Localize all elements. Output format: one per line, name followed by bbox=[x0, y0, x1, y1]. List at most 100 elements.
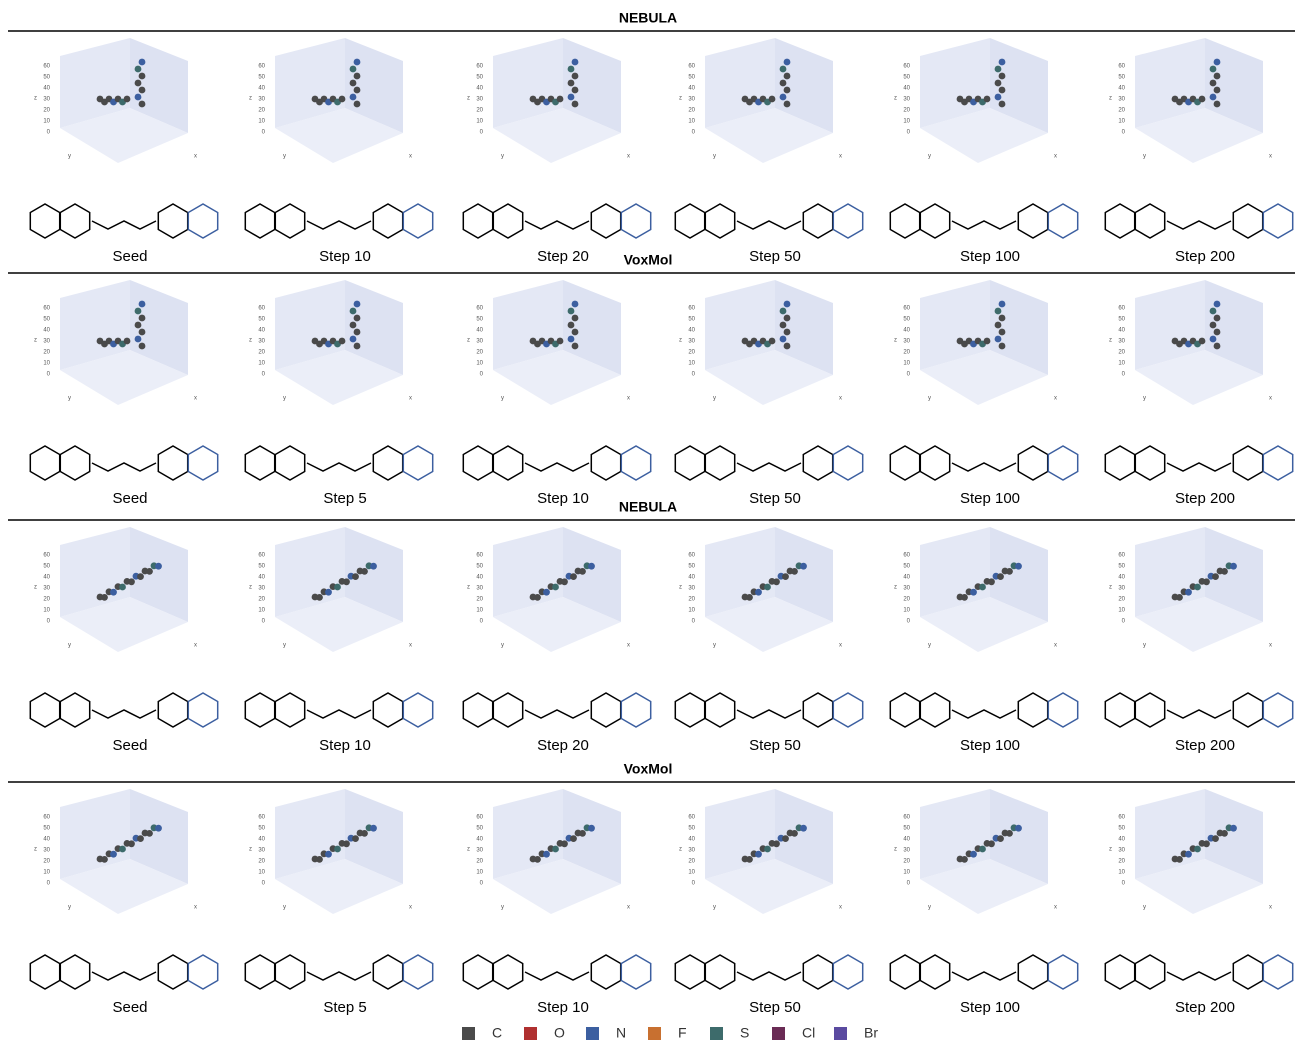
3d-plot: 6050403020100zyx bbox=[894, 280, 1057, 405]
step-label: Step 200 bbox=[1175, 737, 1235, 754]
legend-swatch bbox=[462, 1027, 475, 1040]
z-tick-label: 0 bbox=[1122, 372, 1126, 378]
3d-plot: 6050403020100zyx bbox=[679, 38, 842, 163]
atom-dot bbox=[1185, 851, 1192, 858]
atom-dot bbox=[343, 578, 350, 585]
ring bbox=[60, 446, 89, 480]
axis-letter: y bbox=[283, 643, 286, 649]
ring bbox=[1018, 955, 1047, 989]
axis-letter: y bbox=[713, 905, 716, 911]
step-label: Step 10 bbox=[537, 999, 589, 1016]
atom-dot bbox=[988, 840, 995, 847]
axis-letter: y bbox=[283, 905, 286, 911]
axis-letter: x bbox=[1054, 154, 1057, 160]
ring bbox=[1018, 204, 1047, 238]
ring bbox=[833, 693, 862, 727]
z-tick-label: 10 bbox=[476, 870, 483, 876]
axis-letter: z bbox=[249, 585, 252, 591]
ring bbox=[60, 955, 89, 989]
z-tick-label: 0 bbox=[480, 130, 484, 136]
ring bbox=[188, 446, 217, 480]
z-tick-label: 60 bbox=[903, 815, 910, 821]
step-label: Step 200 bbox=[1175, 248, 1235, 265]
atom-dot bbox=[1212, 573, 1219, 580]
axis-letter: y bbox=[928, 643, 931, 649]
z-tick-label: 0 bbox=[692, 130, 696, 136]
z-tick-label: 50 bbox=[258, 75, 265, 81]
atom-dot bbox=[979, 846, 986, 853]
atom-dot bbox=[961, 856, 968, 863]
atom-dot bbox=[1214, 101, 1221, 108]
ring bbox=[920, 446, 949, 480]
atom-dot bbox=[588, 563, 595, 570]
atom-dot bbox=[1006, 568, 1013, 575]
ring bbox=[1233, 693, 1262, 727]
z-tick-label: 20 bbox=[43, 108, 50, 114]
atom-dot bbox=[568, 66, 575, 73]
molecule bbox=[463, 204, 650, 238]
step-label: Step 10 bbox=[319, 248, 371, 265]
ring bbox=[1263, 204, 1292, 238]
legend-label: S bbox=[740, 1025, 749, 1041]
z-tick-label: 20 bbox=[1118, 350, 1125, 356]
ring bbox=[591, 955, 620, 989]
atom-dot bbox=[146, 568, 153, 575]
z-tick-label: 40 bbox=[1118, 328, 1125, 334]
axis-letter: y bbox=[501, 643, 504, 649]
atom-dot bbox=[543, 851, 550, 858]
z-tick-label: 0 bbox=[262, 130, 266, 136]
z-tick-label: 30 bbox=[43, 586, 50, 592]
atom-dot bbox=[764, 846, 771, 853]
atom-dot bbox=[557, 96, 564, 103]
z-tick-label: 10 bbox=[1118, 119, 1125, 125]
atom-dot bbox=[354, 87, 361, 94]
ring bbox=[1048, 204, 1077, 238]
bond bbox=[525, 221, 589, 229]
atom-dot bbox=[995, 336, 1002, 343]
z-tick-label: 20 bbox=[43, 859, 50, 865]
z-tick-label: 40 bbox=[903, 837, 910, 843]
legend-swatch bbox=[586, 1027, 599, 1040]
z-tick-label: 0 bbox=[692, 372, 696, 378]
legend-label: Br bbox=[864, 1025, 878, 1041]
atom-dot bbox=[780, 80, 787, 87]
axis-letter: x bbox=[839, 643, 842, 649]
atom-dot bbox=[1006, 830, 1013, 837]
atom-dot bbox=[780, 308, 787, 315]
z-tick-label: 10 bbox=[688, 361, 695, 367]
atom-dot bbox=[1214, 343, 1221, 350]
atom-dot bbox=[1221, 830, 1228, 837]
step-label: Step 5 bbox=[323, 999, 366, 1016]
atom-dot bbox=[961, 594, 968, 601]
atom-dot bbox=[1210, 336, 1217, 343]
atom-dot bbox=[1214, 73, 1221, 80]
z-tick-label: 0 bbox=[1122, 130, 1126, 136]
ring bbox=[705, 204, 734, 238]
step-label: Step 100 bbox=[960, 737, 1020, 754]
atom-dot bbox=[1015, 825, 1022, 832]
atom-dot bbox=[999, 315, 1006, 322]
atom-dot bbox=[139, 315, 146, 322]
atom-dot bbox=[1214, 301, 1221, 308]
z-tick-label: 0 bbox=[47, 130, 51, 136]
z-tick-label: 10 bbox=[258, 870, 265, 876]
z-tick-label: 60 bbox=[903, 306, 910, 312]
molecule bbox=[1105, 204, 1292, 238]
axis-letter: y bbox=[283, 154, 286, 160]
atom-dot bbox=[995, 66, 1002, 73]
ring bbox=[621, 955, 650, 989]
atom-dot bbox=[1230, 825, 1237, 832]
step-label: Step 20 bbox=[537, 737, 589, 754]
atom-dot bbox=[784, 73, 791, 80]
3d-plot: 6050403020100zyx bbox=[34, 789, 197, 914]
ring bbox=[1105, 693, 1134, 727]
atom-dot bbox=[137, 835, 144, 842]
ring bbox=[493, 446, 522, 480]
z-tick-label: 50 bbox=[476, 317, 483, 323]
molecule bbox=[463, 693, 650, 727]
z-tick-label: 40 bbox=[258, 86, 265, 92]
step-label: Step 50 bbox=[749, 490, 801, 507]
atom-dot bbox=[784, 315, 791, 322]
z-tick-label: 30 bbox=[688, 97, 695, 103]
